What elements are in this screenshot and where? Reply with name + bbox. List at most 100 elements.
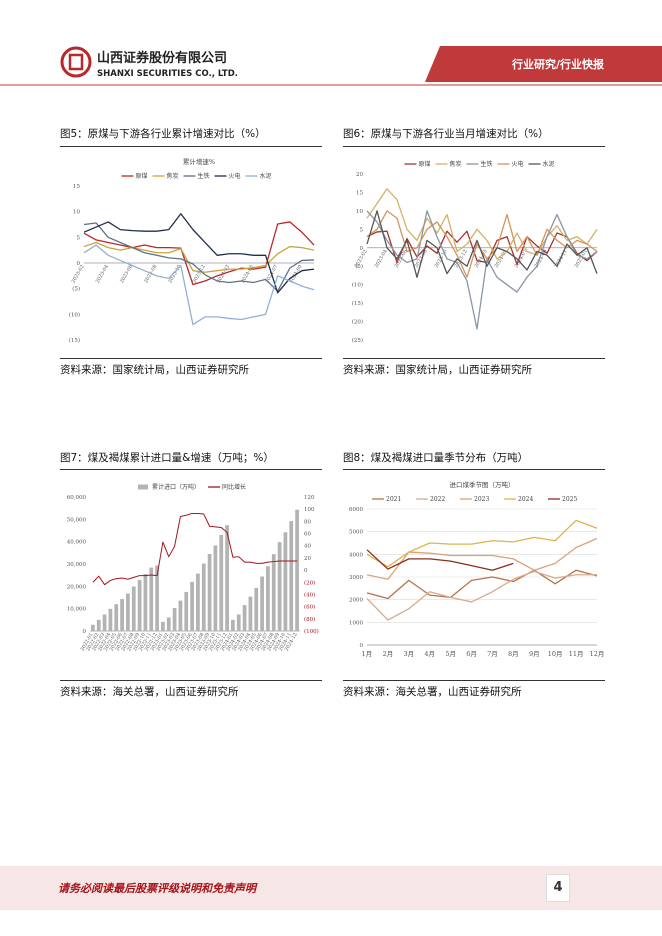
y-tick-label: 10: [73, 210, 80, 216]
header: 山西证券股份有限公司 SHANXI SECURITIES CO., LTD. 行…: [0, 46, 662, 86]
series-line: [83, 244, 315, 326]
x-tick-label: 1月: [362, 650, 373, 658]
legend-label: 原煤: [419, 160, 431, 168]
x-tick-label: 9月: [529, 650, 540, 658]
y-tick-label: (20): [352, 319, 363, 326]
section-label: 行业研究/行业快报: [511, 57, 605, 71]
y-tick-label: 0: [360, 643, 364, 649]
y-tick-label: 15: [356, 190, 363, 196]
bar: [108, 608, 113, 631]
legend-label: 水泥: [260, 172, 272, 180]
bar: [289, 521, 294, 631]
disclaimer: 请务必阅读最后股票评级说明和免责声明: [58, 882, 256, 895]
bar: [248, 596, 253, 631]
series-line: [366, 537, 598, 580]
y2-tick-label: (80): [304, 616, 315, 623]
series-line: [366, 210, 598, 278]
y-tick-label: 20,000: [67, 584, 87, 590]
series-line: [83, 241, 315, 273]
bar: [201, 563, 206, 631]
figure-source: 资料来源：国家统计局，山西证券研究所: [343, 364, 532, 376]
legend-label: 2023: [474, 496, 489, 503]
bar: [225, 525, 229, 631]
bar: [178, 600, 183, 631]
bar: [190, 581, 194, 631]
legend-label: 生铁: [198, 172, 210, 180]
figure-caption: 图6：原煤与下游各行业当月增速对比（%）: [343, 128, 549, 140]
series-line: [366, 519, 598, 568]
y-tick-label: 6000: [349, 507, 363, 513]
series-line: [366, 188, 598, 260]
bar: [213, 545, 218, 631]
series-line: [83, 222, 315, 292]
y-tick-label: (25): [352, 337, 363, 344]
figure-caption: 图7：煤及褐煤累计进口量&增速（万吨；%）: [60, 452, 274, 464]
x-tick-label: 10月: [548, 650, 563, 658]
legend-label: 2021: [386, 496, 401, 503]
company-en: SHANXI SECURITIES CO., LTD.: [97, 69, 238, 79]
rule: [60, 680, 322, 681]
chart: 进口煤季节图（万吨） 2021 2022 2023 2024 2025 0 1000 2000 3…: [349, 480, 605, 658]
legend-label: 2022: [430, 496, 445, 503]
chart: 原煤 焦炭 生铁 火电 水泥 (25) (20) (15) (10) (5) 0 5 10 15 20 202…: [352, 160, 598, 344]
legend-swatch: [138, 484, 148, 490]
bar: [196, 573, 200, 631]
x-tick-label: 12月: [590, 650, 605, 658]
legend-label: 火电: [229, 172, 241, 180]
y2-tick-label: 40: [304, 544, 311, 550]
bar: [242, 605, 247, 631]
page-number: 4: [546, 874, 570, 902]
y-tick-label: 2000: [349, 598, 363, 604]
y-tick-label: 0: [83, 629, 87, 635]
bar: [277, 542, 282, 631]
y-tick-label: 4000: [349, 552, 363, 558]
x-tick-label: 11月: [569, 650, 584, 658]
y2-tick-label: 60: [304, 532, 311, 538]
bar: [102, 614, 107, 631]
y-tick-label: 5000: [349, 530, 363, 536]
x-tick-label: 2023-04: [374, 249, 389, 269]
bar: [184, 591, 189, 631]
y-tick-label: (15): [352, 300, 363, 307]
bar: [143, 574, 148, 631]
chart-title: 进口煤季节图（万吨）: [450, 480, 515, 489]
y-tick-label: 50,000: [67, 517, 87, 523]
y2-tick-label: (20): [304, 579, 315, 586]
rule: [60, 146, 322, 147]
series-line: [366, 210, 598, 330]
series-line: [366, 549, 514, 571]
legend-label: 原煤: [136, 172, 148, 180]
y-tick-label: (5): [72, 286, 80, 293]
figure-source: 资料来源：海关总署，山西证券研究所: [60, 686, 239, 698]
section-banner: [425, 46, 662, 82]
y-tick-label: 5: [360, 227, 364, 233]
bar: [236, 614, 241, 631]
x-tick-label: 7月: [487, 650, 498, 658]
company-cn: 山西证券股份有限公司: [97, 50, 227, 66]
x-tick-label: 2月: [383, 650, 394, 658]
y-tick-label: 20: [356, 172, 363, 178]
x-tick-label: 5月: [445, 650, 456, 658]
bar: [149, 567, 154, 631]
rule: [343, 146, 605, 147]
bar: [295, 509, 299, 631]
y2-tick-label: 0: [304, 568, 308, 574]
bar: [283, 532, 288, 631]
chart-title: 累计增速%: [183, 157, 215, 166]
chart: 累计进口（万吨） 同比增长 0 10,000 20,000 30,000 40,000 50,…: [67, 483, 319, 652]
bar: [126, 593, 130, 631]
y2-tick-label: (100): [304, 628, 319, 635]
x-tick-label: 3月: [403, 650, 414, 658]
bar: [114, 604, 119, 631]
y2-tick-label: (60): [304, 604, 315, 611]
y-tick-label: (5): [355, 263, 363, 270]
y-tick-label: (15): [69, 337, 80, 344]
bar: [96, 619, 101, 631]
bar: [161, 621, 165, 631]
series-line: [366, 570, 597, 621]
figure-source: 资料来源：海关总署，山西证券研究所: [343, 686, 522, 698]
rule: [60, 469, 322, 470]
legend-label: 水泥: [543, 160, 555, 168]
x-tick-label: 2023-04: [95, 264, 110, 284]
y-tick-label: 0: [77, 261, 81, 267]
